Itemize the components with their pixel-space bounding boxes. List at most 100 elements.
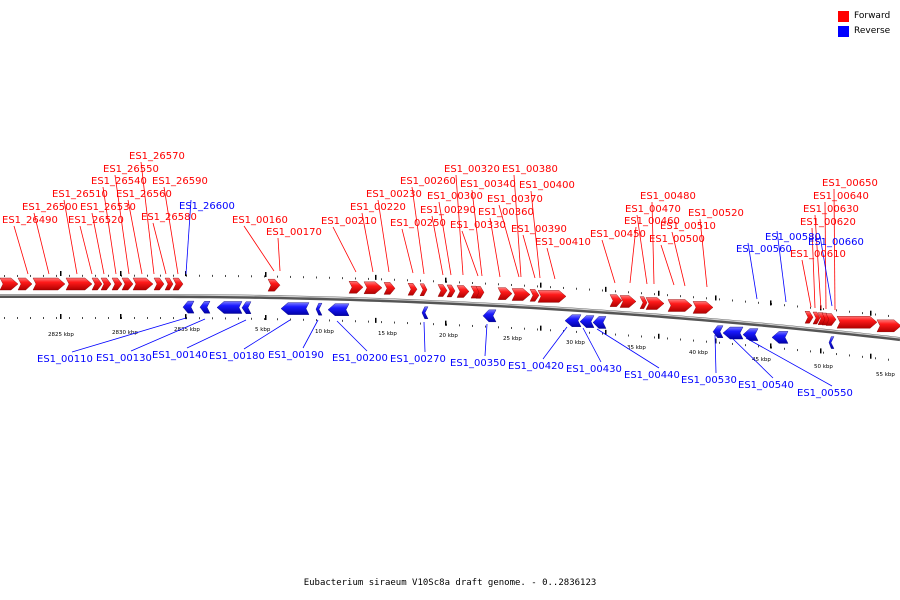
forward-gene-arrow <box>91 277 103 291</box>
minor-tick-top <box>862 312 863 315</box>
forward-gene-arrow <box>645 297 665 310</box>
gene-label: ES1_00580 <box>765 232 821 243</box>
gene-label: ES1_00660 <box>808 237 864 248</box>
minor-tick-bottom <box>394 321 395 324</box>
forward-gene-arrow <box>348 281 364 294</box>
minor-tick-bottom <box>667 337 668 340</box>
major-tick-top <box>658 290 660 296</box>
minor-tick-top <box>511 283 512 286</box>
gene-label: ES1_00210 <box>321 216 377 227</box>
leader-line <box>801 259 812 308</box>
gene-label: ES1_00110 <box>37 354 93 365</box>
major-tick-bottom <box>540 325 542 331</box>
minor-tick-top <box>875 313 876 316</box>
scale-label: 15 kbp <box>378 331 397 337</box>
leader-line <box>377 199 390 273</box>
gene-label: ES1_00620 <box>800 217 856 228</box>
minor-tick-bottom <box>316 319 317 322</box>
gene-label: ES1_00520 <box>688 208 744 219</box>
minor-tick-bottom <box>758 345 759 348</box>
gene-label: ES1_00420 <box>508 361 564 372</box>
minor-tick-top <box>550 286 551 289</box>
reverse-gene-arrow <box>199 301 211 314</box>
minor-tick-top <box>368 277 369 280</box>
leader-line <box>651 201 655 285</box>
leader-line <box>636 214 648 285</box>
leader-line <box>431 215 444 276</box>
leader-line <box>277 237 281 272</box>
minor-tick-top <box>797 305 798 308</box>
forward-gene-arrow <box>537 290 567 303</box>
leader-line <box>484 323 488 357</box>
gene-label: ES1_00610 <box>790 249 846 260</box>
leader-line <box>243 319 291 350</box>
minor-tick-top <box>498 283 499 286</box>
minor-tick-top <box>849 310 850 313</box>
forward-gene-arrow <box>876 319 900 333</box>
figure-caption: Eubacterium siraeum V10Sc8a draft genome… <box>303 578 597 588</box>
forward-gene-arrow <box>0 277 19 291</box>
minor-tick-top <box>537 285 538 288</box>
forward-gene-arrow <box>267 278 281 292</box>
scale-label: 20 kbp <box>439 333 458 339</box>
leader-line <box>811 227 816 309</box>
minor-tick-top <box>667 294 668 297</box>
minor-tick-bottom <box>732 342 733 345</box>
minor-tick-bottom <box>199 317 200 320</box>
minor-tick-bottom <box>43 317 44 319</box>
scale-label: 5 kbp <box>255 327 271 333</box>
reverse-gene-arrow <box>771 331 789 344</box>
leader-line <box>152 222 167 275</box>
scale-label: 2825 kbp <box>48 332 74 338</box>
minor-tick-top <box>264 275 265 278</box>
minor-tick-bottom <box>550 329 551 332</box>
gene-label: ES1_00510 <box>660 221 716 232</box>
leader-line <box>819 235 833 307</box>
forward-gene-arrow <box>121 277 134 291</box>
leader-line <box>186 319 247 349</box>
minor-tick-top <box>706 297 707 300</box>
leader-line <box>513 174 522 278</box>
legend: Forward Reverse <box>838 9 890 39</box>
leader-line <box>671 231 686 287</box>
leader-line <box>814 214 822 310</box>
major-tick-top <box>445 277 447 283</box>
leader-line <box>455 174 464 276</box>
gene-label: ES1_26490 <box>2 215 58 226</box>
forward-gene-arrow <box>692 301 714 314</box>
leader-line <box>91 212 105 275</box>
minor-tick-bottom <box>342 319 343 322</box>
forward-gene-arrow <box>172 277 184 291</box>
leader-line <box>530 190 541 279</box>
minor-tick-bottom <box>251 317 252 320</box>
major-tick-bottom <box>60 314 62 319</box>
minor-tick-top <box>641 292 642 295</box>
minor-tick-bottom <box>810 350 811 353</box>
minor-tick-top <box>290 275 291 278</box>
minor-tick-top <box>524 284 525 287</box>
scale-label: 2830 kbp <box>112 330 138 336</box>
forward-gene-arrow <box>419 283 428 296</box>
leader-line <box>140 161 155 275</box>
minor-tick-bottom <box>589 331 590 334</box>
major-tick-top <box>715 295 717 301</box>
minor-tick-bottom <box>693 339 694 342</box>
gene-label: ES1_00430 <box>566 364 622 375</box>
reverse-swatch <box>838 26 849 37</box>
reverse-gene-arrow <box>722 326 744 340</box>
scale-label: 30 kbp <box>566 340 585 346</box>
minor-tick-top <box>17 274 18 277</box>
forward-gene-arrow <box>497 287 513 300</box>
genome-backbone <box>0 294 900 342</box>
forward-gene-arrow <box>529 289 540 302</box>
major-tick-bottom <box>605 329 607 335</box>
minor-tick-top <box>329 276 330 279</box>
forward-gene-arrow <box>836 316 878 329</box>
gene-labels: ES1_26490 ES1_26500 ES1_26510 ES1_26520 ES1_… <box>2 151 878 399</box>
leader-line <box>498 204 520 278</box>
major-tick-top <box>605 286 607 292</box>
minor-tick-top <box>316 276 317 279</box>
gene-arrows <box>0 277 900 349</box>
leader-line <box>833 188 836 311</box>
reverse-gene-arrow <box>712 325 724 338</box>
